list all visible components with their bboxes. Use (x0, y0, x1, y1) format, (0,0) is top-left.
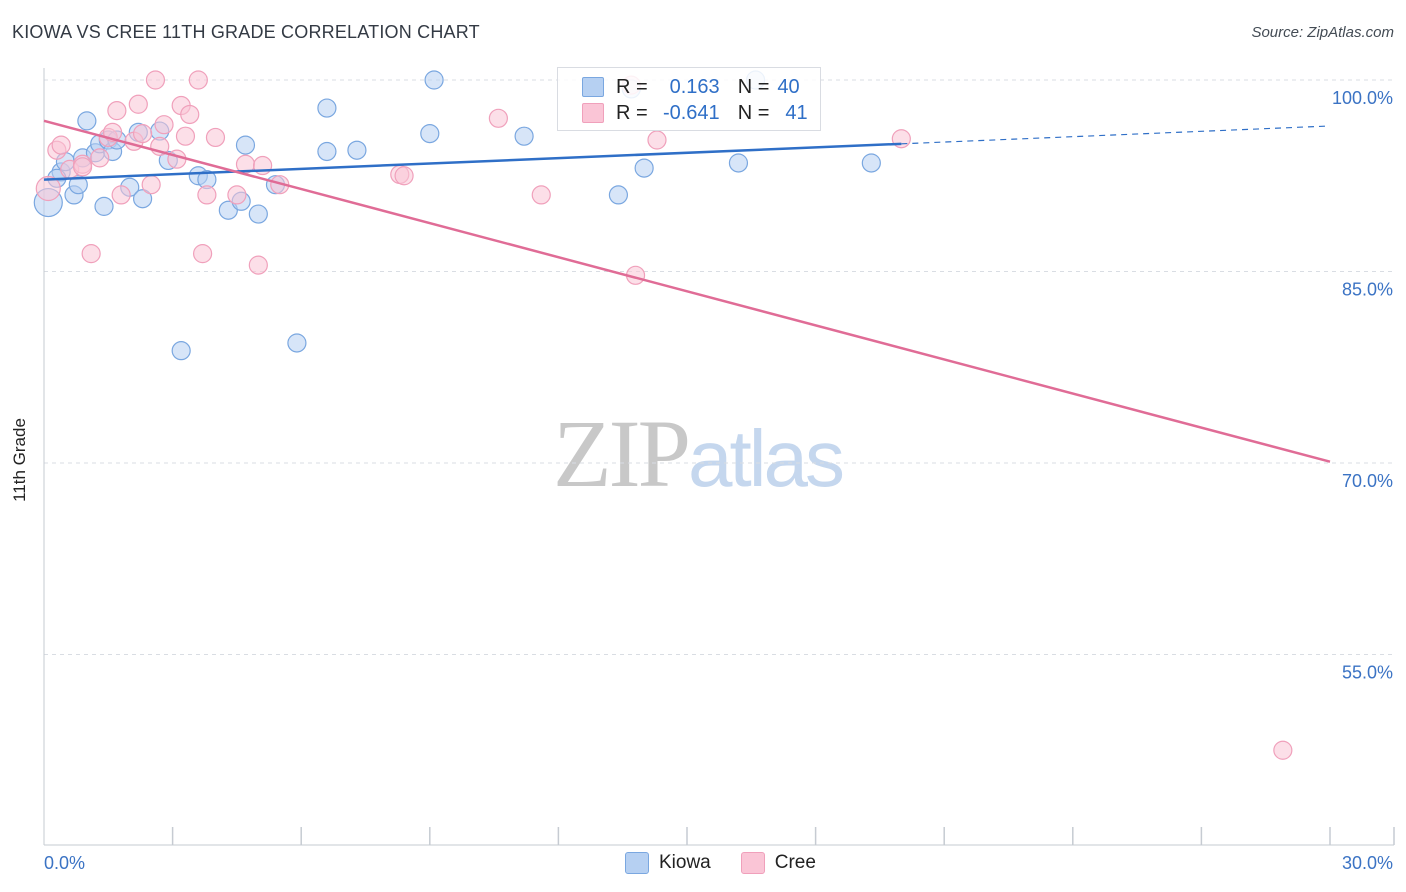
kiowa-point (861, 153, 881, 173)
y-tick-label: 55.0% (1342, 663, 1393, 683)
cree-point (128, 94, 148, 114)
chart-source: Source: ZipAtlas.com (1251, 24, 1394, 41)
y-axis-label: 11th Grade (10, 418, 29, 502)
cree-point (154, 115, 174, 135)
legend-item-cree[interactable]: Cree (740, 852, 816, 874)
legend-cree-label: Cree (774, 852, 816, 873)
kiowa-point (235, 135, 256, 155)
legend-kiowa-swatch (625, 852, 649, 874)
kiowa-point (317, 141, 337, 162)
watermark: ZIPatlas (553, 398, 845, 509)
y-tick-label: 100.0% (1332, 88, 1393, 108)
legend-item-kiowa[interactable]: Kiowa (625, 852, 711, 874)
y-tick-label: 70.0% (1342, 471, 1393, 491)
kiowa-point (77, 111, 97, 131)
legend-kiowa-label: Kiowa (659, 852, 711, 873)
cree-r-label: R = (616, 101, 648, 124)
cree-point (90, 148, 110, 168)
cree-point (197, 185, 217, 205)
kiowa-point (420, 124, 440, 144)
watermark-atlas: atlas (688, 414, 845, 503)
x-tick-label-left: 0.0% (44, 853, 85, 873)
kiowa-point (424, 70, 444, 90)
kiowa-r-value: 0.163 (669, 75, 720, 98)
cree-point (111, 185, 131, 205)
stats-row-cree: R = -0.641 N = 41 (582, 101, 808, 125)
cree-point (141, 175, 161, 195)
cree-n-label: N = (737, 101, 770, 124)
cree-swatch (582, 103, 604, 123)
chart-title: KIOWA VS CREE 11TH GRADE CORRELATION CHA… (12, 22, 480, 42)
kiowa-n-value: 40 (777, 75, 800, 98)
kiowa-trend-extension (901, 125, 1331, 145)
cree-point (488, 108, 508, 128)
cree-point (647, 130, 667, 150)
cree-point (167, 149, 187, 169)
cree-point (394, 166, 414, 186)
cree-point (81, 244, 101, 264)
series-legend: Kiowa Cree (625, 852, 846, 874)
cree-point (180, 104, 200, 125)
stats-legend: R = 0.163 N = 40 R = -0.641 N = 41 (557, 67, 821, 131)
kiowa-point (317, 98, 337, 118)
cree-n-value: 41 (785, 101, 808, 124)
cree-point (531, 185, 551, 205)
cree-r-value: -0.641 (662, 101, 720, 124)
cree-trend-line (43, 119, 1331, 463)
kiowa-point (248, 204, 268, 224)
kiowa-trend-line (43, 142, 902, 181)
cree-point (35, 175, 61, 202)
kiowa-point (68, 175, 88, 195)
y-tick-label: 85.0% (1342, 280, 1393, 300)
kiowa-point (171, 341, 191, 361)
kiowa-point (728, 153, 749, 173)
cree-point (193, 244, 213, 264)
cree-point (175, 126, 196, 146)
kiowa-point (634, 158, 654, 178)
cree-point (205, 127, 226, 148)
kiowa-n-label: N = (737, 75, 770, 98)
legend-cree-swatch (740, 852, 765, 874)
cree-point (107, 101, 127, 121)
cree-point (248, 255, 268, 275)
cree-point (188, 70, 208, 90)
kiowa-r-label: R = (616, 75, 648, 98)
kiowa-swatch (582, 77, 604, 97)
kiowa-point (347, 140, 367, 160)
cree-point (227, 185, 247, 205)
cree-point (72, 157, 93, 177)
cree-point (132, 124, 153, 144)
stats-row-kiowa: R = 0.163 N = 40 (582, 75, 800, 99)
cree-point (1273, 740, 1293, 760)
cree-point (51, 135, 71, 155)
kiowa-point (94, 196, 114, 216)
cree-point (145, 70, 166, 90)
kiowa-point (514, 126, 534, 146)
kiowa-point (608, 185, 629, 205)
kiowa-point (132, 189, 153, 209)
x-tick-label-right: 30.0% (1342, 853, 1393, 873)
kiowa-point (287, 333, 307, 353)
watermark-zip: ZIP (553, 400, 691, 507)
